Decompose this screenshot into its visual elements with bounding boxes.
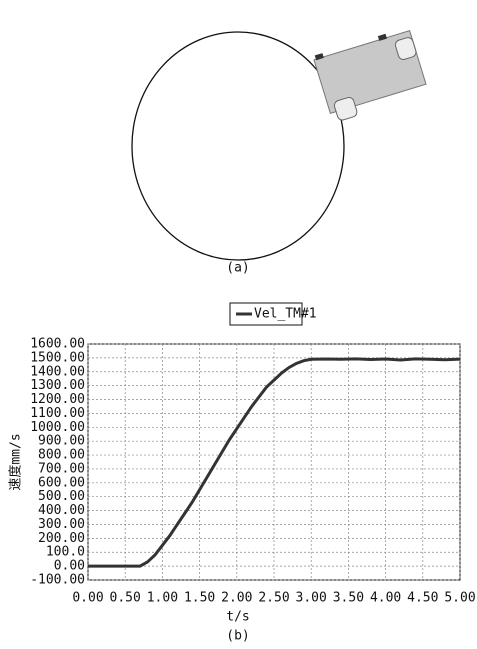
- y-tick-label: 1600.00: [30, 337, 85, 352]
- x-tick-label: 0.00: [72, 591, 103, 606]
- x-axis-label: t/s: [226, 610, 249, 625]
- y-tick-label: 1500.00: [30, 350, 85, 365]
- y-tick-label: 700.00: [38, 461, 85, 476]
- y-tick-label: 1200.00: [30, 392, 85, 407]
- y-tick-label: 800.00: [38, 448, 85, 463]
- diagram: (a): [132, 27, 429, 276]
- y-tick-label: 900.00: [38, 434, 85, 449]
- y-tick-label: 500.00: [38, 489, 85, 504]
- figure: (a) t/s (b) 速度mm/s 1600.001500.001400.00…: [0, 0, 477, 649]
- caption: (b): [226, 629, 249, 644]
- x-tick-label: 1.50: [184, 591, 215, 606]
- y-tick-label: 400.00: [38, 503, 85, 518]
- caption: (a): [226, 261, 249, 276]
- legend-label: Vel_TM#1: [254, 307, 317, 322]
- robot: [313, 27, 429, 123]
- x-tick-label: 2.00: [221, 591, 252, 606]
- x-tick-label: 1.00: [147, 591, 178, 606]
- y-tick-label: 1000.00: [30, 420, 85, 435]
- y-tick-label: 1300.00: [30, 378, 85, 393]
- y-tick-label: 0.00: [54, 559, 85, 574]
- y-axis-label: 速度mm/s: [8, 433, 24, 490]
- x-tick-label: 5.00: [444, 591, 475, 606]
- y-tick-label: 1100.00: [30, 406, 85, 421]
- x-tick-label: 3.50: [333, 591, 364, 606]
- y-tick-label: -100.00: [30, 573, 85, 588]
- x-tick-label: 4.50: [407, 591, 438, 606]
- x-tick-label: 2.50: [258, 591, 289, 606]
- y-tick-label: 200.00: [38, 531, 85, 546]
- y-tick-label: 1400.00: [30, 364, 85, 379]
- y-tick-label: 300.00: [38, 517, 85, 532]
- x-tick-label: 4.00: [370, 591, 401, 606]
- circle-path: [132, 32, 344, 260]
- x-tick-label: 0.50: [110, 591, 141, 606]
- y-tick-label: 600.00: [38, 475, 85, 490]
- x-tick-label: 3.00: [296, 591, 327, 606]
- y-tick-label: 100.0: [46, 545, 85, 560]
